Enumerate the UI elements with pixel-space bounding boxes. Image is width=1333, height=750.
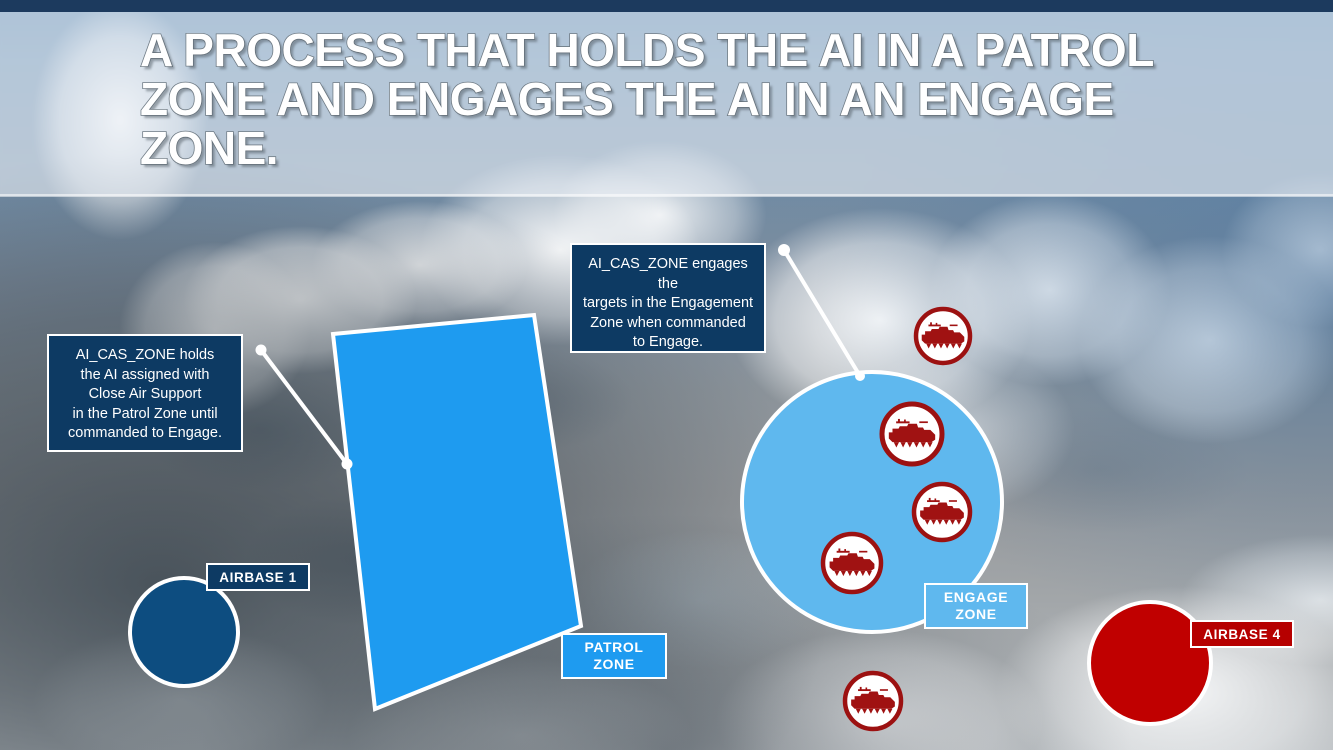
airbase-4-shape[interactable] xyxy=(1087,600,1213,726)
title-divider xyxy=(0,194,1333,197)
patrol-callout-box[interactable]: AI_CAS_ZONE holds the AI assigned with C… xyxy=(47,334,243,452)
target-marker[interactable] xyxy=(820,531,884,595)
page-title: A PROCESS THAT HOLDS THE AI IN A PATROL … xyxy=(139,24,1155,174)
patrol-zone-label[interactable]: PATROL ZONE xyxy=(561,633,667,679)
airbase-4-label[interactable]: AIRBASE 4 xyxy=(1190,620,1294,648)
target-marker[interactable] xyxy=(842,670,904,732)
target-marker[interactable] xyxy=(913,306,973,366)
leader-line-patrol xyxy=(255,344,353,470)
target-marker[interactable] xyxy=(879,401,945,467)
engage-callout-box[interactable]: AI_CAS_ZONE engages the targets in the E… xyxy=(570,243,766,353)
patrol-zone-shape[interactable] xyxy=(330,312,584,712)
top-accent-strip xyxy=(0,0,1333,12)
target-marker[interactable] xyxy=(911,481,973,543)
airbase-1-shape[interactable] xyxy=(128,576,240,688)
engage-zone-label[interactable]: ENGAGE ZONE xyxy=(924,583,1028,629)
title-band xyxy=(0,12,1333,196)
airbase-1-label[interactable]: AIRBASE 1 xyxy=(206,563,310,591)
leader-line-engage xyxy=(778,244,865,381)
